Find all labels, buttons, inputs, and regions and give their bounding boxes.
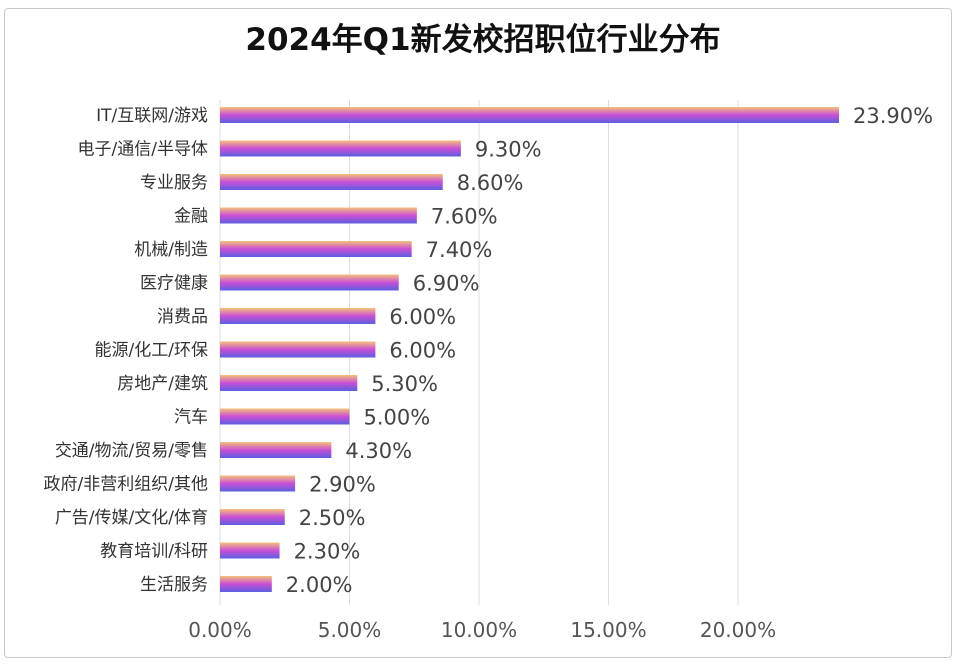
bar [220, 140, 461, 157]
x-tick-label: 10.00% [441, 618, 517, 642]
category-label: 交通/物流/贸易/零售 [55, 441, 208, 461]
bar [220, 475, 296, 492]
value-label: 6.90% [413, 272, 480, 296]
category-label: 广告/传媒/文化/体育 [55, 508, 208, 528]
value-label: 4.30% [345, 439, 412, 463]
value-label: 2.50% [299, 506, 366, 530]
bar [220, 341, 376, 358]
category-label: 专业服务 [140, 173, 208, 193]
value-label: 5.30% [371, 372, 438, 396]
category-label: 医疗健康 [140, 274, 208, 294]
chart-title: 2024年Q1新发校招职位行业分布 [245, 22, 721, 58]
value-label: 6.00% [389, 339, 456, 363]
category-label: 机械/制造 [134, 240, 208, 260]
value-label: 7.60% [431, 205, 498, 229]
bar [220, 274, 399, 291]
bar [220, 408, 350, 425]
category-label: 电子/通信/半导体 [78, 140, 208, 160]
category-label: 消费品 [157, 307, 208, 327]
value-label: 7.40% [426, 238, 493, 262]
category-label: 能源/化工/环保 [95, 341, 208, 361]
bar [220, 509, 285, 525]
bar [220, 576, 272, 592]
x-tick-label: 5.00% [318, 618, 382, 642]
value-label: 9.30% [475, 138, 542, 162]
category-label: 政府/非营利组织/其他 [44, 475, 208, 495]
value-label: 2.00% [286, 573, 353, 597]
category-label: 生活服务 [140, 575, 208, 595]
bar [220, 241, 412, 257]
bars [220, 107, 840, 592]
bar [220, 542, 280, 559]
value-label: 8.60% [457, 171, 524, 195]
category-label: 金融 [174, 207, 208, 227]
value-label: 23.90% [853, 104, 933, 128]
bar [220, 308, 376, 324]
value-label: 2.90% [309, 473, 376, 497]
value-label: 5.00% [364, 406, 431, 430]
bar [220, 107, 840, 123]
value-label: 2.30% [294, 540, 361, 564]
bar [220, 174, 443, 190]
bar [220, 375, 358, 391]
value-labels: 23.90% 9.30% 8.60% 7.60% 7.40% 6.90% 6.00% 6.00… [286, 104, 933, 597]
x-tick-label: 15.00% [570, 618, 646, 642]
category-label: 房地产/建筑 [117, 374, 208, 394]
value-label: 6.00% [389, 305, 456, 329]
bar [220, 442, 332, 458]
x-tick-label: 20.00% [700, 618, 776, 642]
category-labels: IT/互联网/游戏电子/通信/半导体专业服务金融机械/制造医疗健康消费品能源/化… [44, 106, 208, 595]
category-label: 教育培训/科研 [100, 542, 208, 562]
bar [220, 207, 417, 224]
category-label: IT/互联网/游戏 [96, 106, 208, 126]
category-label: 汽车 [174, 408, 208, 428]
x-axis-ticks: 0.00% 5.00% 10.00% 15.00% 20.00% [188, 618, 776, 642]
x-tick-label: 0.00% [188, 618, 252, 642]
